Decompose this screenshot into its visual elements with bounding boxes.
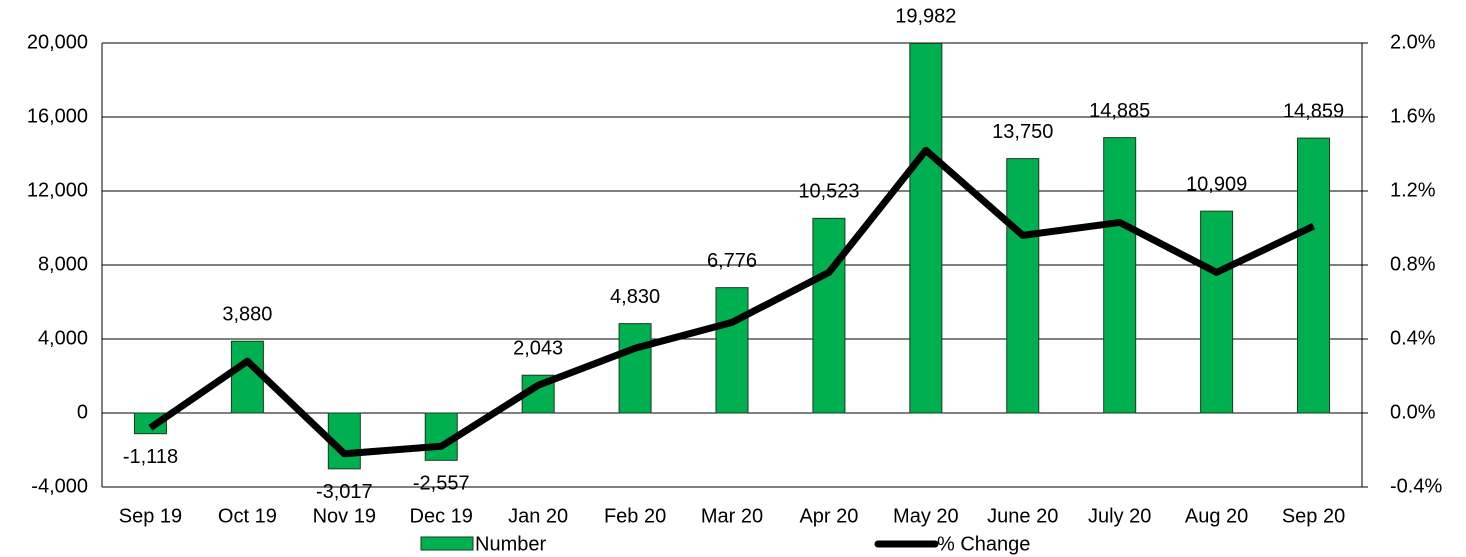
bar (812, 217, 846, 414)
x-tick-label: Dec 19 (410, 505, 473, 527)
data-label: 2,043 (513, 337, 563, 359)
x-tick-label: Apr 20 (799, 505, 858, 527)
data-label: 4,830 (610, 286, 660, 308)
data-label: 10,909 (1186, 173, 1247, 195)
x-tick-label: Sep 19 (119, 505, 182, 527)
y2-tick-label: 1.6% (1390, 105, 1436, 127)
bar (230, 340, 264, 414)
x-tick-label: Oct 19 (218, 505, 277, 527)
y2-tick-label: 0.4% (1390, 327, 1436, 349)
y2-tick-label: 0.8% (1390, 253, 1436, 275)
x-tick-label: May 20 (893, 505, 959, 527)
bar (1297, 137, 1331, 414)
data-label: -3,017 (316, 481, 373, 503)
x-tick-label: July 20 (1088, 505, 1151, 527)
legend-label: Number (475, 533, 546, 555)
y-tick-label: 12,000 (27, 179, 88, 201)
data-label: 3,880 (222, 304, 272, 326)
bar (1006, 158, 1040, 414)
bar (1200, 210, 1234, 414)
legend-label: % Change (937, 533, 1030, 555)
y-tick-label: 8,000 (38, 253, 88, 275)
x-tick-label: Mar 20 (701, 505, 763, 527)
bar (1103, 137, 1137, 414)
y-tick-label: 16,000 (27, 105, 88, 127)
data-label: 14,859 (1283, 100, 1344, 122)
x-tick-label: Sep 20 (1282, 505, 1345, 527)
x-tick-label: Jan 20 (508, 505, 568, 527)
data-label: 19,982 (895, 6, 956, 28)
y-tick-label: 20,000 (27, 31, 88, 53)
bar (618, 323, 652, 414)
data-label: 10,523 (798, 181, 859, 203)
x-tick-label: Nov 19 (313, 505, 376, 527)
bar (715, 287, 749, 414)
y2-tick-label: -0.4% (1390, 475, 1442, 497)
y2-tick-label: 0.0% (1390, 401, 1436, 423)
line (148, 146, 1316, 458)
data-label: 14,885 (1089, 100, 1150, 122)
y-tick-label: -4,000 (31, 475, 88, 497)
x-tick-label: June 20 (987, 505, 1058, 527)
data-label: 13,750 (992, 121, 1053, 143)
data-label: -1,118 (123, 446, 178, 468)
data-label: -2,557 (413, 473, 470, 495)
data-label: 6,776 (707, 250, 757, 272)
y2-tick-label: 2.0% (1390, 31, 1436, 53)
x-tick-label: Feb 20 (604, 505, 666, 527)
legend-swatch (420, 536, 474, 551)
x-tick-label: Aug 20 (1185, 505, 1248, 527)
y-tick-label: 4,000 (38, 327, 88, 349)
bar (909, 42, 943, 414)
y-tick-label: 0 (77, 401, 88, 423)
y2-tick-label: 1.2% (1390, 179, 1436, 201)
